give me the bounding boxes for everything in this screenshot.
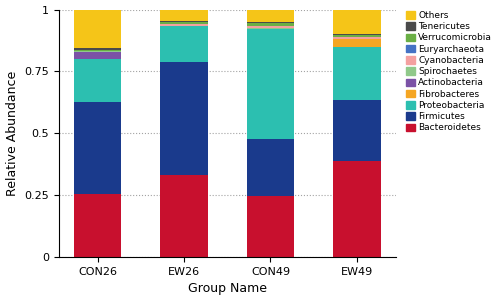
Bar	[74, 52, 122, 59]
Bar	[160, 21, 208, 23]
Bar	[333, 100, 380, 161]
Bar	[246, 196, 294, 257]
Bar	[74, 10, 122, 48]
Bar	[74, 48, 122, 50]
Bar	[333, 34, 380, 35]
Bar	[333, 161, 380, 257]
Bar	[160, 24, 208, 26]
Bar	[333, 39, 380, 47]
Bar	[74, 50, 122, 51]
Bar	[160, 175, 208, 257]
Bar	[74, 194, 122, 257]
Bar	[74, 59, 122, 102]
Bar	[246, 28, 294, 29]
Bar	[246, 139, 294, 196]
Bar	[160, 26, 208, 62]
Bar	[160, 62, 208, 175]
Bar	[333, 47, 380, 100]
Bar	[333, 37, 380, 39]
Bar	[246, 26, 294, 28]
Bar	[160, 23, 208, 24]
X-axis label: Group Name: Group Name	[188, 282, 267, 296]
Bar	[246, 29, 294, 139]
Bar	[160, 10, 208, 21]
Bar	[333, 10, 380, 34]
Bar	[246, 23, 294, 26]
Bar	[74, 102, 122, 194]
Y-axis label: Relative Abundance: Relative Abundance	[6, 71, 18, 196]
Legend: Others, Tenericutes, Verrucomicrobia, Euryarchaeota, Cyanobacteria, Spirochaetes: Others, Tenericutes, Verrucomicrobia, Eu…	[404, 9, 494, 134]
Bar	[74, 51, 122, 52]
Bar	[333, 35, 380, 37]
Bar	[246, 10, 294, 23]
